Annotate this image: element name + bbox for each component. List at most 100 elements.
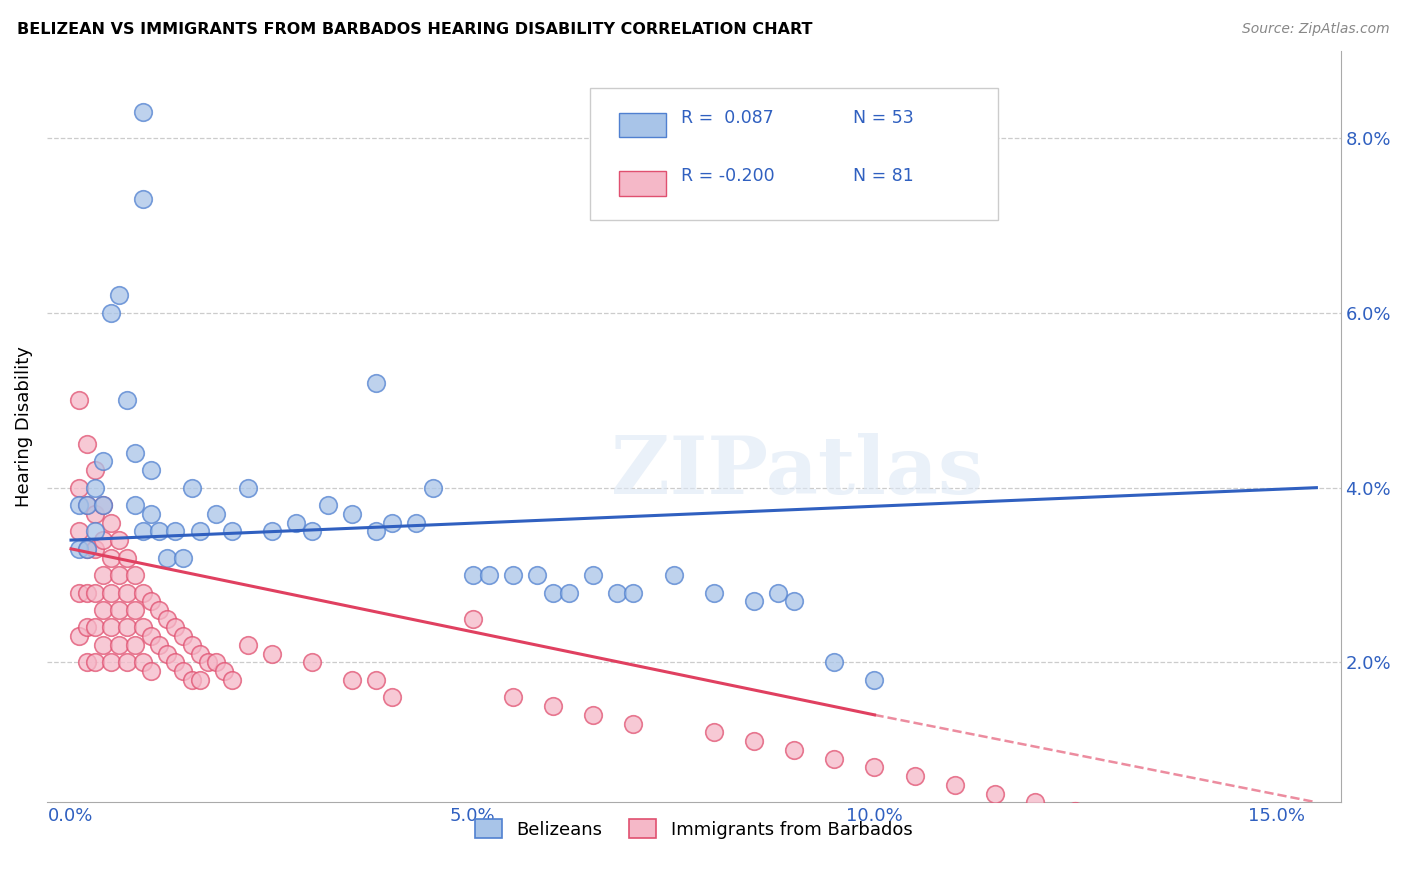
- Point: [301, 656, 323, 670]
- Point: [823, 656, 845, 670]
- Point: [108, 288, 131, 302]
- Point: [76, 585, 98, 599]
- Point: [260, 647, 283, 661]
- Point: [703, 585, 725, 599]
- Point: [558, 585, 581, 599]
- Point: [221, 673, 243, 687]
- Point: [904, 769, 927, 783]
- Point: [285, 516, 308, 530]
- Bar: [619, 112, 666, 137]
- Point: [132, 656, 155, 670]
- Point: [84, 656, 107, 670]
- Point: [204, 656, 226, 670]
- Bar: [619, 171, 666, 195]
- Point: [156, 550, 179, 565]
- Point: [100, 585, 122, 599]
- Point: [67, 585, 90, 599]
- Point: [301, 524, 323, 539]
- Point: [132, 585, 155, 599]
- Point: [783, 594, 806, 608]
- Point: [381, 690, 404, 705]
- Point: [172, 629, 194, 643]
- Text: ZIPatlas: ZIPatlas: [612, 433, 983, 510]
- Point: [156, 612, 179, 626]
- Point: [165, 656, 187, 670]
- Point: [188, 673, 211, 687]
- Point: [766, 585, 789, 599]
- Point: [124, 498, 146, 512]
- Point: [943, 778, 966, 792]
- Point: [115, 585, 138, 599]
- Point: [405, 516, 427, 530]
- Text: BELIZEAN VS IMMIGRANTS FROM BARBADOS HEARING DISABILITY CORRELATION CHART: BELIZEAN VS IMMIGRANTS FROM BARBADOS HEA…: [17, 22, 813, 37]
- Text: N = 81: N = 81: [853, 167, 914, 186]
- Point: [172, 550, 194, 565]
- Point: [984, 787, 1007, 801]
- Point: [76, 437, 98, 451]
- Point: [1064, 804, 1087, 818]
- Point: [366, 376, 388, 390]
- Point: [67, 481, 90, 495]
- Point: [100, 656, 122, 670]
- Point: [141, 463, 163, 477]
- Point: [124, 603, 146, 617]
- Point: [141, 664, 163, 678]
- Point: [132, 104, 155, 119]
- Point: [76, 541, 98, 556]
- Point: [188, 647, 211, 661]
- Point: [863, 760, 886, 774]
- Point: [260, 524, 283, 539]
- Point: [342, 507, 364, 521]
- Point: [84, 524, 107, 539]
- Point: [541, 699, 564, 714]
- Point: [541, 585, 564, 599]
- Point: [172, 664, 194, 678]
- Point: [526, 568, 548, 582]
- Point: [823, 751, 845, 765]
- Point: [84, 585, 107, 599]
- Point: [316, 498, 339, 512]
- Point: [478, 568, 501, 582]
- Point: [132, 192, 155, 206]
- Point: [124, 638, 146, 652]
- Point: [141, 507, 163, 521]
- Point: [381, 516, 404, 530]
- Point: [582, 707, 605, 722]
- Point: [67, 524, 90, 539]
- Point: [783, 743, 806, 757]
- Point: [180, 481, 202, 495]
- Point: [124, 568, 146, 582]
- Point: [148, 638, 170, 652]
- Point: [236, 638, 259, 652]
- Point: [180, 638, 202, 652]
- Point: [76, 498, 98, 512]
- Point: [742, 734, 765, 748]
- Point: [91, 638, 114, 652]
- Point: [91, 533, 114, 547]
- Point: [366, 524, 388, 539]
- Point: [180, 673, 202, 687]
- Text: R =  0.087: R = 0.087: [682, 110, 775, 128]
- Point: [742, 594, 765, 608]
- Point: [67, 629, 90, 643]
- Point: [84, 620, 107, 634]
- Point: [84, 463, 107, 477]
- Point: [132, 620, 155, 634]
- Point: [212, 664, 235, 678]
- Text: Source: ZipAtlas.com: Source: ZipAtlas.com: [1241, 22, 1389, 37]
- Point: [165, 524, 187, 539]
- Point: [76, 656, 98, 670]
- Point: [662, 568, 685, 582]
- Point: [67, 498, 90, 512]
- Point: [236, 481, 259, 495]
- Point: [91, 498, 114, 512]
- Point: [91, 603, 114, 617]
- Point: [76, 620, 98, 634]
- Point: [100, 516, 122, 530]
- Point: [204, 507, 226, 521]
- Point: [91, 568, 114, 582]
- Point: [108, 533, 131, 547]
- Point: [132, 524, 155, 539]
- Point: [606, 585, 628, 599]
- Point: [91, 454, 114, 468]
